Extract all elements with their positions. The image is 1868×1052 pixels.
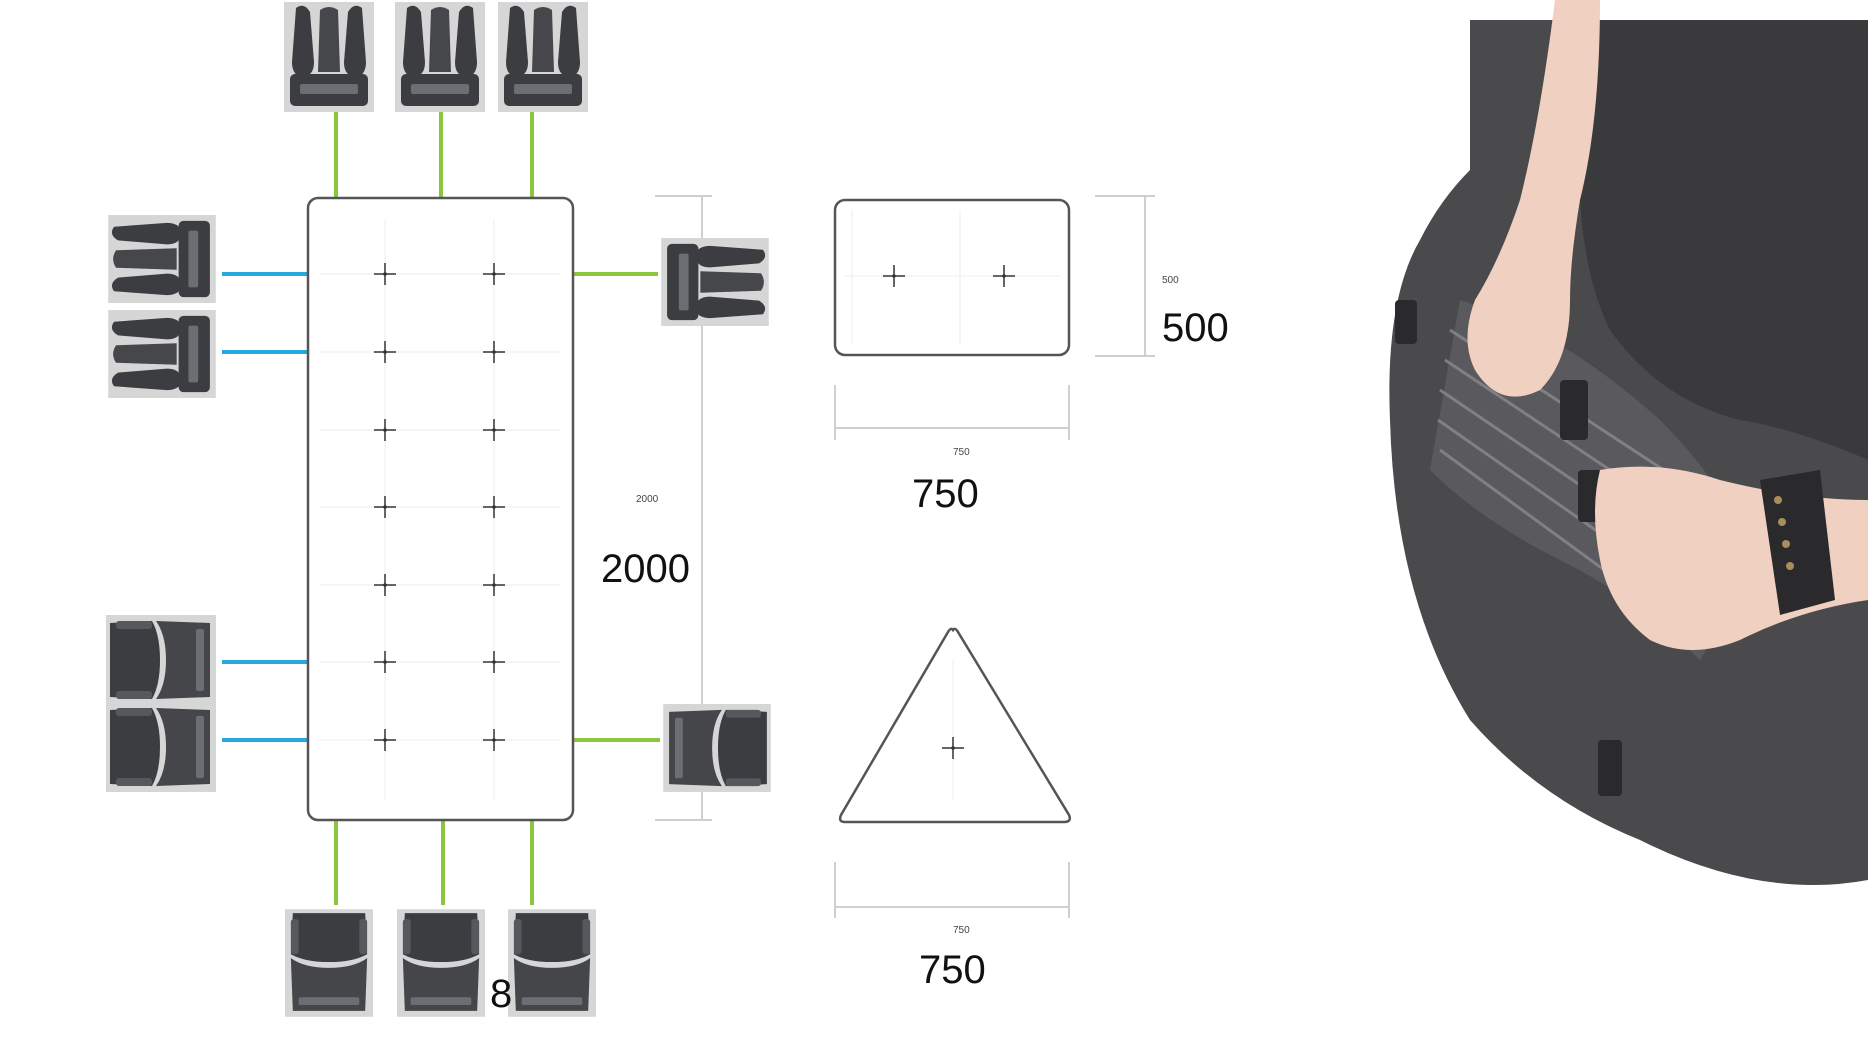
female-buckle-icon [285, 909, 373, 1017]
dimension-label-2000: 2000 [601, 547, 690, 591]
male-buckle-icon [395, 2, 485, 112]
crosshair-icon [482, 340, 506, 364]
dimension-label-750-rect-small: 750 [953, 447, 970, 458]
male-buckle-icon [284, 2, 374, 112]
crosshair-icon [941, 736, 965, 760]
crosshair-icon [373, 262, 397, 286]
crosshair-icon [882, 264, 906, 288]
dimension-750-rect [834, 385, 1070, 440]
crosshair-icon [482, 495, 506, 519]
crosshair-icon [373, 495, 397, 519]
female-buckle-icon [663, 704, 771, 792]
female-buckle-icon [106, 702, 216, 792]
crosshair-icon [373, 728, 397, 752]
dimension-label-750-tri: 750 [919, 948, 986, 992]
dimension-label-500-small: 500 [1162, 275, 1179, 286]
male-buckle-icon [108, 125, 218, 215]
dimension-label-750-tri-small: 750 [953, 925, 970, 936]
crosshair-icon [482, 418, 506, 442]
crosshair-icon [373, 340, 397, 364]
crosshair-icon [482, 650, 506, 674]
female-buckle-icon [508, 909, 596, 1017]
triangle-patch [834, 627, 1072, 918]
triangle-outline [838, 627, 1072, 824]
small-rect-patch [833, 195, 1155, 440]
partial-label: 8 [490, 972, 513, 1016]
crosshair-icon [992, 264, 1016, 288]
female-buckle-icon [397, 909, 485, 1017]
small-rect-outline [833, 198, 1071, 357]
dimension-label-2000-small: 2000 [636, 494, 659, 505]
main-patch [222, 112, 712, 905]
crosshair-icon [482, 728, 506, 752]
male-buckle-icon [108, 310, 216, 398]
dimension-label-750-rect: 750 [912, 472, 979, 516]
male-buckle-icon [661, 238, 769, 326]
crosshair-icon [482, 573, 506, 597]
dimension-500 [1095, 195, 1155, 357]
male-buckle-icon [498, 2, 588, 112]
female-buckle-icon [106, 615, 216, 705]
photo-person-buckling [1380, 0, 1868, 1052]
crosshair-icon [373, 650, 397, 674]
crosshair-icon [373, 573, 397, 597]
crosshair-icon [373, 418, 397, 442]
crosshair-icon [482, 262, 506, 286]
male-buckle-icon [108, 215, 216, 303]
dimension-label-500: 500 [1162, 306, 1229, 350]
main-patch-outline [306, 196, 575, 822]
dimension-750-tri [834, 862, 1070, 918]
